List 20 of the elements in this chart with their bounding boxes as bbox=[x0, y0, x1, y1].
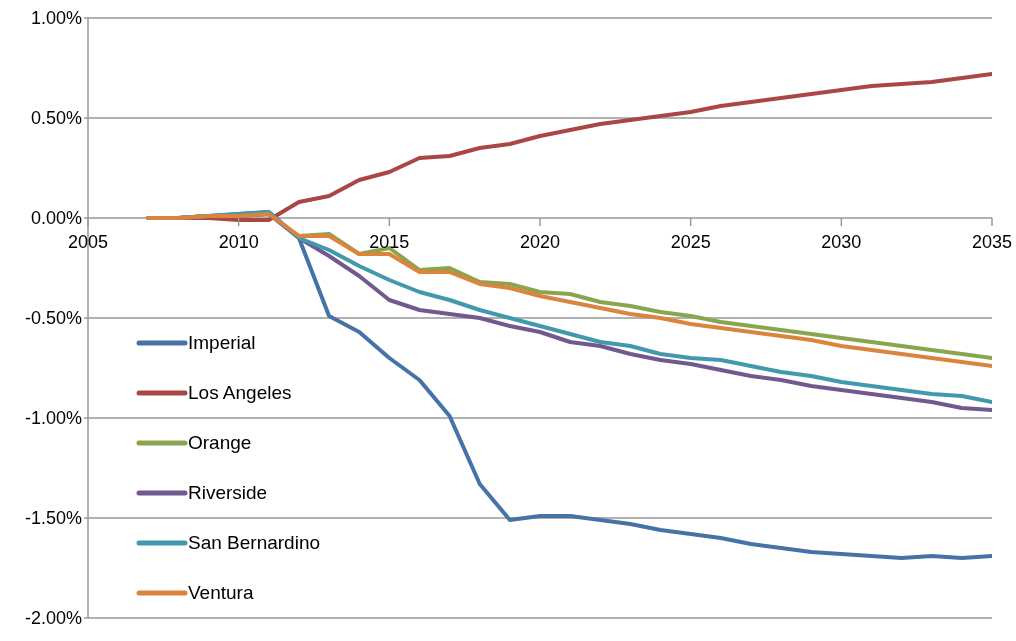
x-tick-label: 2030 bbox=[821, 232, 862, 252]
x-tick-label: 2025 bbox=[670, 232, 711, 252]
y-tick-label: -2.00% bbox=[24, 608, 82, 629]
x-tick-label: 2035 bbox=[971, 232, 1013, 252]
legend-label: Orange bbox=[188, 432, 252, 454]
legend-label: San Bernardino bbox=[188, 532, 321, 554]
y-tick-label: -0.50% bbox=[24, 308, 82, 329]
legend-label: Riverside bbox=[188, 482, 268, 504]
y-tick-label: 0.00% bbox=[30, 208, 82, 229]
y-tick-label: 0.50% bbox=[30, 108, 82, 129]
x-tick-label: 2020 bbox=[519, 232, 561, 252]
legend-label: Ventura bbox=[188, 582, 254, 604]
x-tick-label: 2010 bbox=[218, 232, 259, 252]
y-tick-label: -1.50% bbox=[24, 508, 82, 529]
x-tick-label: 2015 bbox=[369, 232, 410, 252]
x-tick-label: 2005 bbox=[67, 232, 109, 252]
legend-label: Los Angeles bbox=[188, 382, 292, 404]
legend-label: Imperial bbox=[188, 332, 256, 354]
y-tick-label: 1.00% bbox=[30, 8, 82, 29]
y-tick-label: -1.00% bbox=[24, 408, 82, 429]
